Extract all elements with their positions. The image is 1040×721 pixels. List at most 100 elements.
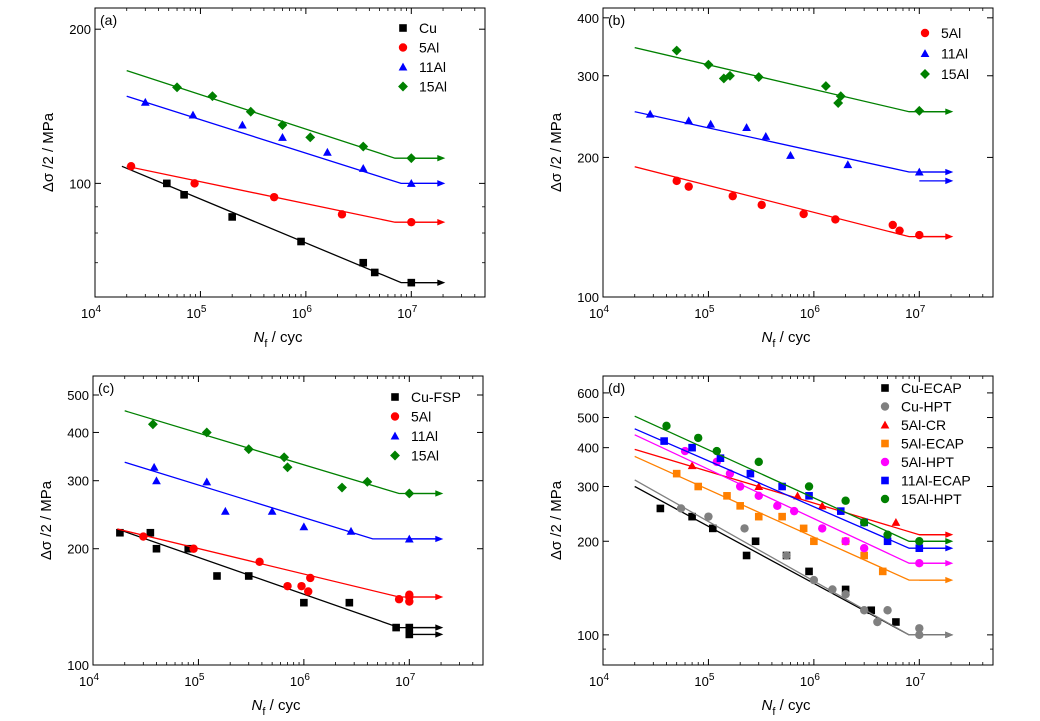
data-point <box>323 147 332 156</box>
legend-marker <box>881 439 889 448</box>
y-tick-label: 400 <box>67 425 89 440</box>
legend-marker <box>391 393 399 401</box>
y-tick-label: 200 <box>577 150 599 165</box>
data-point <box>662 421 671 431</box>
data-point <box>688 512 696 521</box>
data-point <box>883 606 892 615</box>
data-point <box>754 482 764 491</box>
runout-arrow-head <box>437 180 446 187</box>
x-axis-label-subscript: f <box>264 338 268 350</box>
data-point <box>404 488 415 499</box>
x-tick-label-base: 10 <box>397 306 411 321</box>
x-axis-label-unit: / cyc <box>265 697 301 714</box>
data-point <box>407 217 416 227</box>
data-point <box>915 230 924 240</box>
data-point <box>831 215 840 224</box>
data-point <box>859 543 869 553</box>
x-tick-label-exp: 7 <box>920 304 926 315</box>
x-axis-label-symbol: N <box>762 697 773 714</box>
data-point <box>888 220 897 230</box>
data-point <box>180 190 188 199</box>
data-point <box>147 419 158 430</box>
data-point <box>761 132 771 140</box>
data-point <box>799 209 808 219</box>
y-tick-label: 200 <box>577 534 599 549</box>
legend-label: 15Al <box>411 448 439 464</box>
data-point <box>773 501 782 511</box>
x-tick-label-exp: 6 <box>304 672 310 683</box>
panel-label: (b) <box>608 12 625 28</box>
series-15Al <box>124 410 444 499</box>
data-point <box>809 575 819 585</box>
data-point <box>740 524 749 533</box>
legend-marker <box>398 62 408 71</box>
fit-line <box>126 165 443 223</box>
data-point <box>245 106 256 117</box>
data-point <box>228 213 236 221</box>
legend-marker <box>880 494 890 504</box>
data-point <box>708 524 717 533</box>
data-point <box>392 623 400 632</box>
data-point <box>915 544 924 552</box>
y-tick-label: 300 <box>577 69 599 84</box>
x-axis-label: Nf / cyc <box>252 697 301 718</box>
legend-label: 5Al-ECAP <box>901 436 964 452</box>
plot-frame <box>602 7 994 298</box>
data-point <box>149 462 159 471</box>
series-15Al <box>634 45 954 116</box>
runout-arrow-head <box>945 108 954 115</box>
series-Cu-FSP <box>116 528 444 639</box>
data-point <box>757 200 766 210</box>
data-point <box>723 492 731 500</box>
data-point <box>786 151 795 159</box>
y-axis-label: Δσ /2 / MPa <box>38 480 55 560</box>
x-tick-label-base: 10 <box>800 674 814 689</box>
data-point <box>751 537 760 546</box>
data-point <box>362 476 373 487</box>
legend-label: 5Al <box>411 409 431 425</box>
plot-frame <box>602 375 994 666</box>
data-point <box>207 91 218 102</box>
legend-marker <box>880 457 890 467</box>
data-point <box>835 91 846 102</box>
data-point <box>202 477 212 486</box>
x-tick-label-base: 10 <box>589 306 603 321</box>
x-tick-label-exp: 6 <box>814 672 820 683</box>
data-point <box>687 461 697 470</box>
data-point <box>728 191 737 201</box>
series-11Al <box>124 461 444 543</box>
data-point <box>841 585 850 594</box>
x-axis-label: Nf / cyc <box>762 329 811 350</box>
runout-arrow-head <box>945 544 954 552</box>
data-point <box>694 433 703 443</box>
data-point <box>337 482 347 493</box>
data-point <box>671 45 682 56</box>
x-tick-label-exp: 7 <box>920 672 926 683</box>
x-tick-label-base: 10 <box>905 306 919 321</box>
data-point <box>753 72 764 83</box>
x-tick-label-base: 10 <box>694 674 708 689</box>
data-point <box>405 597 414 606</box>
y-tick-label: 200 <box>67 542 89 557</box>
data-point <box>859 518 869 527</box>
x-axis-label-unit: / cyc <box>775 697 811 714</box>
data-point <box>163 179 171 188</box>
data-point <box>878 567 887 576</box>
data-point <box>694 482 703 491</box>
data-point <box>688 443 696 452</box>
legend: Cu-ECAP Cu-HPT 5Al-CR 5Al-ECAP 5Al-HPT 11Al-E… <box>880 380 971 507</box>
x-tick-label-base: 10 <box>905 674 919 689</box>
legend-label: 15Al <box>419 79 447 95</box>
x-tick-label-exp: 7 <box>410 672 416 683</box>
x-axis-label-symbol: N <box>254 329 265 346</box>
legend-label: 5Al-CR <box>901 417 946 433</box>
data-point <box>358 163 368 172</box>
data-point <box>279 452 290 463</box>
x-axis-label-unit: / cyc <box>775 329 811 346</box>
legend: 5Al 11Al 15Al <box>920 25 969 82</box>
series-5Al <box>117 528 444 606</box>
legend: Cu-FSP 5Al 11Al 15Al <box>390 389 461 464</box>
y-axis-label: Δσ /2 / MPa <box>548 112 565 192</box>
x-tick-label-exp: 5 <box>709 672 715 683</box>
data-point <box>914 105 925 116</box>
